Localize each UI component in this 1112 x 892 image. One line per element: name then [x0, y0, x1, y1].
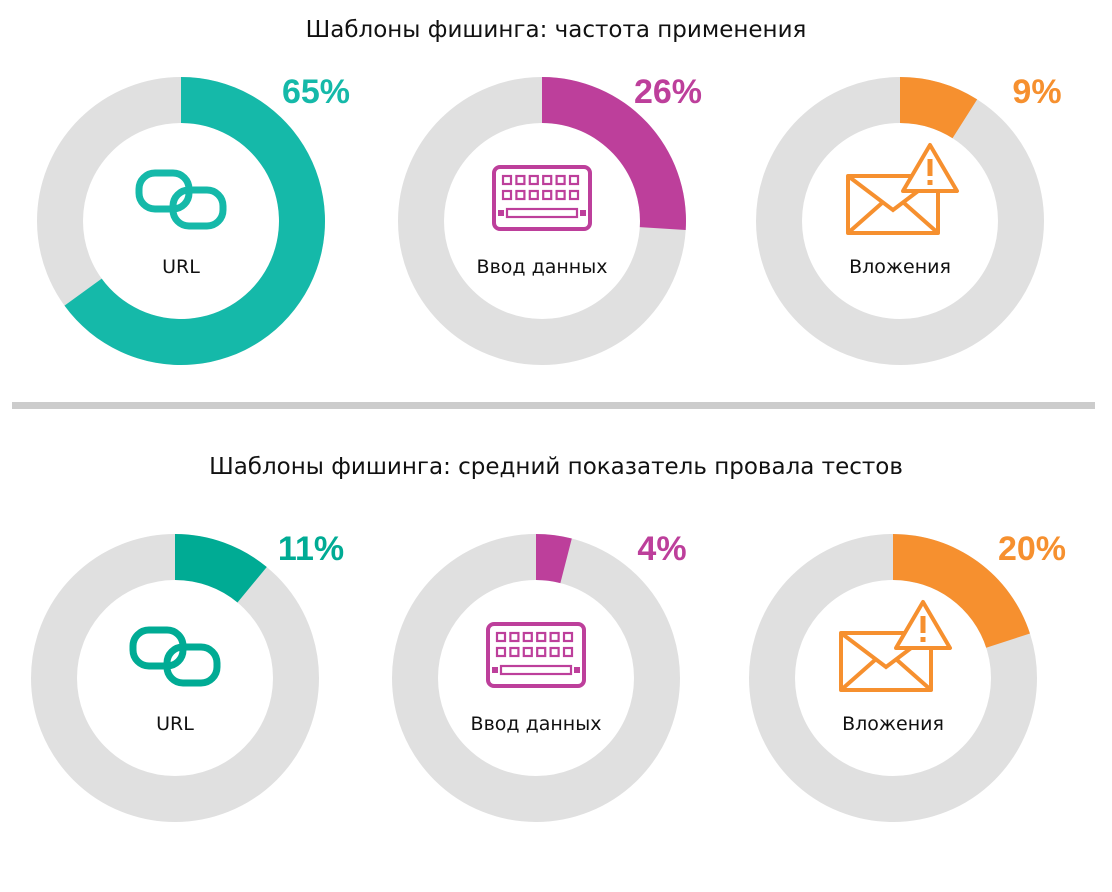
- donut-2-3: Вложения 20%: [749, 530, 1066, 822]
- value-label: 4%: [637, 530, 686, 568]
- mail-alert-icon: [846, 143, 959, 235]
- chart-title-failure-rate: Шаблоны фишинга: средний показатель пров…: [209, 454, 903, 480]
- value-label: 11%: [278, 530, 344, 568]
- donut-track: [756, 77, 1044, 365]
- value-label: 9%: [1012, 73, 1061, 111]
- link-icon: [129, 626, 221, 687]
- keyboard-icon: [486, 622, 586, 688]
- donut-value-arc: [893, 534, 1030, 648]
- donut-1-3: Вложения 9%: [756, 73, 1062, 365]
- category-label: URL: [156, 713, 194, 735]
- value-label: 65%: [282, 73, 350, 111]
- category-label: Вложения: [849, 256, 951, 278]
- donut-track: [392, 534, 680, 822]
- value-label: 26%: [634, 73, 702, 111]
- donut-value-arc: [900, 77, 978, 139]
- chart-title-frequency: Шаблоны фишинга: частота применения: [305, 17, 807, 43]
- category-label: URL: [162, 256, 200, 278]
- donut-value-arc: [536, 534, 572, 584]
- section-divider: [12, 402, 1095, 409]
- donut-2-2: Ввод данных 4%: [392, 530, 687, 822]
- keyboard-icon: [492, 165, 592, 231]
- category-label: Вложения: [842, 713, 944, 735]
- donut-2-1: URL 11%: [31, 530, 344, 822]
- value-label: 20%: [998, 530, 1066, 568]
- mail-alert-icon: [839, 600, 952, 692]
- donut-value-arc: [542, 77, 686, 231]
- donut-1-2: Ввод данных 26%: [398, 73, 702, 365]
- donut-1-1: URL 65%: [37, 73, 350, 366]
- link-icon: [135, 169, 227, 230]
- category-label: Ввод данных: [471, 713, 602, 735]
- donut-value-arc: [175, 534, 267, 603]
- category-label: Ввод данных: [477, 256, 608, 278]
- donut-value-arc: [64, 77, 325, 366]
